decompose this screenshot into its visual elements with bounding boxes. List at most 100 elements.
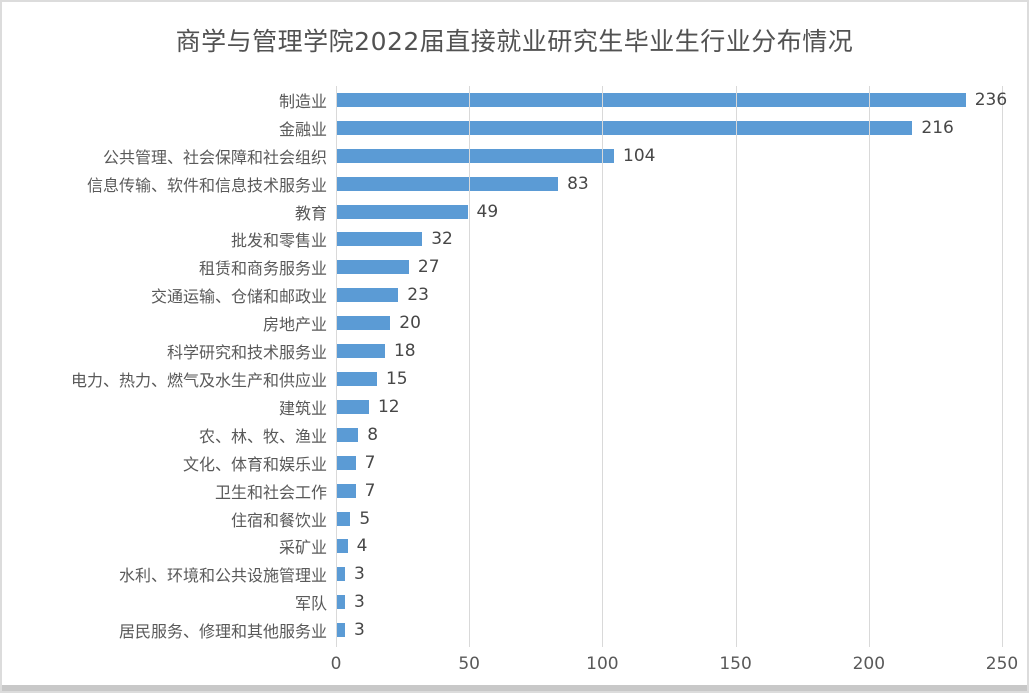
category-label: 军队 xyxy=(294,594,327,614)
value-label: 8 xyxy=(367,424,379,445)
value-label: 20 xyxy=(399,313,421,334)
bar-track: 3 xyxy=(336,560,1027,588)
value-label: 12 xyxy=(377,396,400,417)
category-label: 金融业 xyxy=(278,119,327,139)
value-label: 104 xyxy=(623,145,656,166)
category-label: 教育 xyxy=(294,203,327,223)
bar xyxy=(337,148,615,163)
value-label: 3 xyxy=(353,592,365,613)
bar xyxy=(337,204,468,219)
category-label: 科学研究和技术服务业 xyxy=(166,343,327,363)
bar-track: 3 xyxy=(336,588,1027,616)
value-label: 83 xyxy=(567,173,589,194)
chart-row: 住宿和餐饮业 5 xyxy=(2,505,1027,533)
category-label: 批发和零售业 xyxy=(230,231,327,251)
bar xyxy=(337,344,385,359)
value-label: 3 xyxy=(353,620,365,641)
category-label: 信息传输、软件和信息技术服务业 xyxy=(86,175,327,195)
plot-rows: 制造业 236 金融业 216 公共管理、社会保障和社会组织 104 信息传输、软件和信息技… xyxy=(2,86,1027,644)
bar xyxy=(337,595,345,610)
value-label: 236 xyxy=(974,89,1008,110)
bar xyxy=(337,567,345,582)
bar-track: 23 xyxy=(336,281,1027,309)
bar-track: 3 xyxy=(336,616,1027,644)
x-axis-tick-label: 50 xyxy=(458,654,481,674)
bar xyxy=(337,372,377,387)
category-label: 文化、体育和娱乐业 xyxy=(182,454,327,474)
category-label: 建筑业 xyxy=(278,398,327,418)
category-label: 农、林、牧、渔业 xyxy=(198,426,327,446)
chart-row: 文化、体育和娱乐业 7 xyxy=(2,449,1027,477)
category-label: 租赁和商务服务业 xyxy=(198,259,327,279)
chart-row: 卫生和社会工作 7 xyxy=(2,477,1027,505)
chart-row: 电力、热力、燃气及水生产和供应业 15 xyxy=(2,365,1027,393)
bar-track: 236 xyxy=(336,86,1027,114)
bar-track: 20 xyxy=(336,309,1027,337)
bar xyxy=(337,399,369,414)
chart-row: 公共管理、社会保障和社会组织 104 xyxy=(2,142,1027,170)
value-label: 7 xyxy=(364,480,376,501)
value-label: 32 xyxy=(431,229,453,250)
value-label: 216 xyxy=(921,117,954,138)
chart-row: 教育 49 xyxy=(2,198,1027,226)
chart-row: 制造业 236 xyxy=(2,86,1027,114)
bar-track: 27 xyxy=(336,253,1027,281)
value-label: 3 xyxy=(353,564,365,585)
bar xyxy=(337,427,359,442)
value-label: 15 xyxy=(385,369,408,390)
bar-track: 5 xyxy=(336,505,1027,533)
x-axis-tick-label: 150 xyxy=(719,654,752,674)
bar xyxy=(337,623,345,638)
bar-track: 8 xyxy=(336,421,1027,449)
bar-track: 18 xyxy=(336,337,1027,365)
value-label: 27 xyxy=(417,257,440,278)
value-label: 23 xyxy=(407,285,429,306)
bar-track: 15 xyxy=(336,365,1027,393)
chart-title: 商学与管理学院2022届直接就业研究生毕业生行业分布情况 xyxy=(175,27,854,56)
bar xyxy=(337,539,348,554)
bar xyxy=(337,176,559,191)
bar-track: 32 xyxy=(336,226,1027,254)
x-axis-tick-label: 250 xyxy=(985,654,1019,674)
bar-track: 7 xyxy=(336,477,1027,505)
x-axis-tick-label: 100 xyxy=(586,654,619,674)
category-label: 水利、环境和公共设施管理业 xyxy=(118,566,327,586)
chart-row: 交通运输、仓储和邮政业 23 xyxy=(2,281,1027,309)
category-label: 公共管理、社会保障和社会组织 xyxy=(102,147,327,167)
category-label: 住宿和餐饮业 xyxy=(230,510,327,530)
value-label: 49 xyxy=(476,201,499,222)
bar xyxy=(337,92,966,107)
bar xyxy=(337,511,351,526)
bar-track: 7 xyxy=(336,449,1027,477)
category-label: 房地产业 xyxy=(262,315,327,335)
bar xyxy=(337,120,913,135)
category-label: 制造业 xyxy=(278,91,327,111)
bar-track: 216 xyxy=(336,114,1027,142)
bar-track: 83 xyxy=(336,170,1027,198)
chart-row: 房地产业 20 xyxy=(2,309,1027,337)
window-bottom-edge xyxy=(2,685,1027,691)
bar xyxy=(337,316,391,331)
bar-track: 49 xyxy=(336,198,1027,226)
bar-track: 4 xyxy=(336,533,1027,561)
x-axis-tick-label: 0 xyxy=(330,654,342,674)
category-label: 卫生和社会工作 xyxy=(214,482,327,502)
chart-row: 军队 3 xyxy=(2,588,1027,616)
bar xyxy=(337,483,356,498)
bar xyxy=(337,455,356,470)
value-label: 4 xyxy=(356,536,368,557)
bar-track: 104 xyxy=(336,142,1027,170)
chart-row: 租赁和商务服务业 27 xyxy=(2,253,1027,281)
category-label: 交通运输、仓储和邮政业 xyxy=(150,287,327,307)
bar xyxy=(337,260,409,275)
chart-row: 批发和零售业 32 xyxy=(2,226,1027,254)
value-label: 7 xyxy=(364,452,376,473)
bar xyxy=(337,288,399,303)
chart-row: 居民服务、修理和其他服务业 3 xyxy=(2,616,1027,644)
x-axis-tick-label: 200 xyxy=(852,654,886,674)
x-axis: 0 50 100 150 200 250 xyxy=(2,654,1027,678)
chart-row: 信息传输、软件和信息技术服务业 83 xyxy=(2,170,1027,198)
chart-row: 农、林、牧、渔业 8 xyxy=(2,421,1027,449)
chart-row: 水利、环境和公共设施管理业 3 xyxy=(2,560,1027,588)
